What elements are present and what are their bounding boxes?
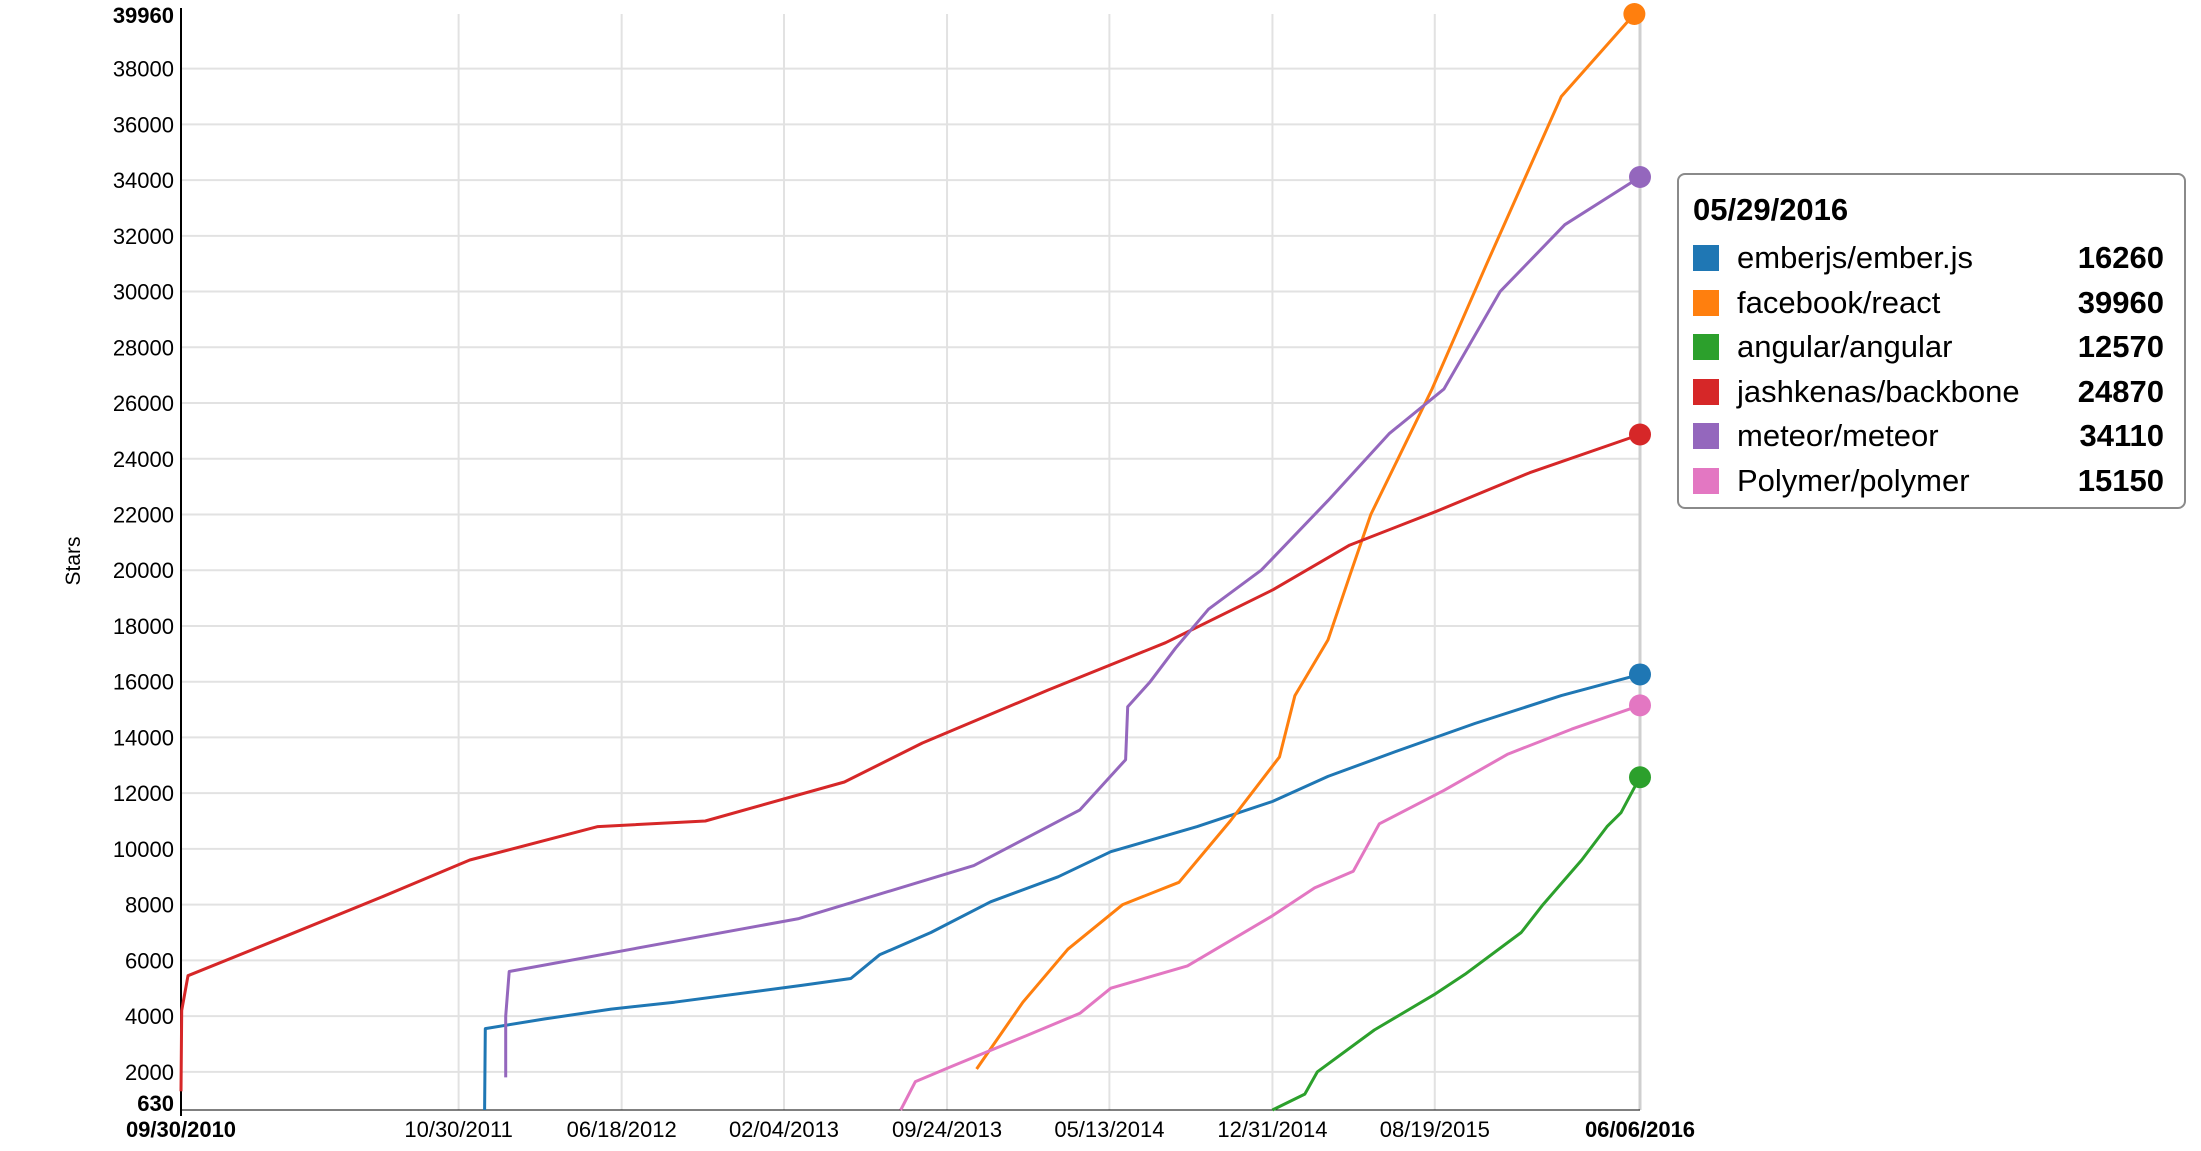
x-tick-label: 06/18/2012 [567, 1117, 677, 1142]
y-tick-label: 20000 [113, 558, 174, 583]
x-tick-label: 10/30/2011 [404, 1117, 512, 1142]
legend-swatch-emberjs [1693, 245, 1719, 271]
y-axis-title: Stars [62, 536, 85, 585]
series-line-jashkenas-backbone [181, 435, 1640, 1092]
y-tick-label: 22000 [113, 502, 174, 527]
series-lines [181, 14, 1640, 1110]
legend-date: 05/29/2016 [1693, 193, 2164, 227]
legend-value: 24870 [2074, 374, 2164, 410]
y-tick-label: 30000 [113, 280, 174, 305]
y-tick-label: 8000 [125, 893, 174, 918]
legend-name: jashkenas/backbone [1737, 374, 2074, 410]
legend-name: emberjs/ember.js [1737, 240, 2074, 276]
legend-item-emberjs[interactable]: emberjs/ember.js 16260 [1693, 236, 2164, 281]
y-tick-label: 32000 [113, 224, 174, 249]
y-tick-label: 12000 [113, 781, 174, 806]
x-max-label: 06/06/2016 [1585, 1117, 1695, 1142]
end-marker-angular-angular[interactable] [1629, 766, 1651, 788]
legend-item-react[interactable]: facebook/react 39960 [1693, 281, 2164, 326]
legend-swatch-backbone [1693, 379, 1719, 405]
legend-item-backbone[interactable]: jashkenas/backbone 24870 [1693, 370, 2164, 415]
series-line-facebook-react [977, 14, 1635, 1069]
legend-value: 39960 [2074, 285, 2164, 321]
legend-item-polymer[interactable]: Polymer/polymer 15150 [1693, 459, 2164, 504]
x-tick-label: 09/24/2013 [892, 1117, 1002, 1142]
legend-swatch-angular [1693, 334, 1719, 360]
series-line-angular-angular [1272, 777, 1640, 1110]
legend-swatch-meteor [1693, 423, 1719, 449]
legend-swatch-polymer [1693, 468, 1719, 494]
y-tick-label: 24000 [113, 447, 174, 472]
legend-value: 16260 [2074, 240, 2164, 276]
x-tick-label: 02/04/2013 [729, 1117, 839, 1142]
y-tick-label: 16000 [113, 670, 174, 695]
series-line-meteor-meteor [506, 177, 1640, 1077]
legend-item-angular[interactable]: angular/angular 12570 [1693, 325, 2164, 370]
y-tick-label: 34000 [113, 168, 174, 193]
y-tick-label: 14000 [113, 725, 174, 750]
y-tick-label: 2000 [125, 1060, 174, 1085]
y-tick-label: 10000 [113, 837, 174, 862]
y-max-label: 39960 [113, 3, 174, 28]
legend-name: angular/angular [1737, 329, 2074, 365]
legend-name: meteor/meteor [1737, 418, 2074, 454]
y-tick-label: 28000 [113, 335, 174, 360]
end-markers[interactable] [1623, 3, 1651, 788]
y-tick-label: 26000 [113, 391, 174, 416]
axes: 2000 4000 6000 8000 10000 12000 14000 16000 1800… [113, 3, 1695, 1142]
y-tick-label: 36000 [113, 112, 174, 137]
end-marker-facebook-react[interactable] [1623, 3, 1645, 25]
grid-lines [181, 14, 1640, 1110]
legend: 05/29/2016 emberjs/ember.js 16260 facebo… [1677, 173, 2186, 509]
legend-name: facebook/react [1737, 285, 2074, 321]
legend-name: Polymer/polymer [1737, 463, 2074, 499]
y-tick-label: 18000 [113, 614, 174, 639]
legend-value: 34110 [2074, 418, 2164, 454]
series-line-emberjs-ember-js [485, 674, 1640, 1110]
legend-item-meteor[interactable]: meteor/meteor 34110 [1693, 414, 2164, 459]
end-marker-meteor-meteor[interactable] [1629, 166, 1651, 188]
x-min-label: 09/30/2010 [126, 1117, 236, 1142]
legend-swatch-react [1693, 290, 1719, 316]
x-tick-label: 05/13/2014 [1054, 1117, 1164, 1142]
y-tick-label: 6000 [125, 948, 174, 973]
x-tick-label: 12/31/2014 [1217, 1117, 1327, 1142]
x-tick-label: 08/19/2015 [1380, 1117, 1490, 1142]
end-marker-emberjs-ember-js[interactable] [1629, 663, 1651, 685]
series-line-polymer-polymer [901, 705, 1640, 1110]
y-min-label: 630 [137, 1091, 174, 1116]
end-marker-polymer-polymer[interactable] [1629, 694, 1651, 716]
end-marker-jashkenas-backbone[interactable] [1629, 424, 1651, 446]
legend-value: 15150 [2074, 463, 2164, 499]
y-tick-label: 4000 [125, 1004, 174, 1029]
y-tick-label: 38000 [113, 57, 174, 82]
legend-value: 12570 [2074, 329, 2164, 365]
